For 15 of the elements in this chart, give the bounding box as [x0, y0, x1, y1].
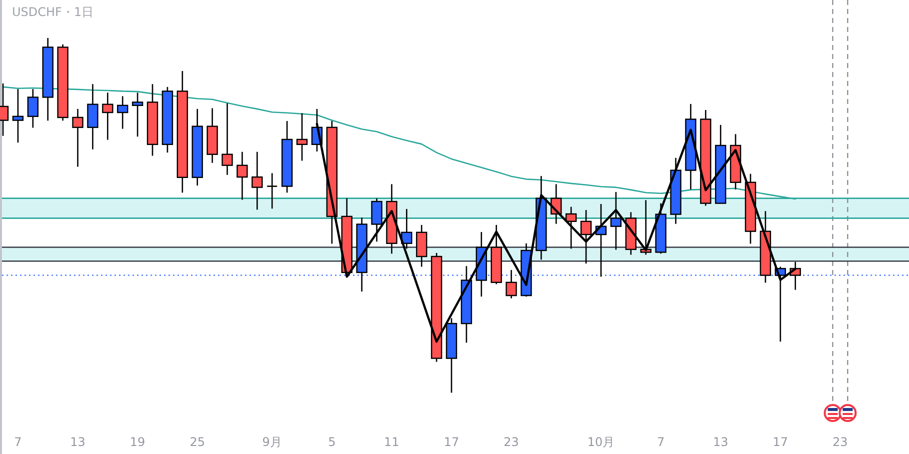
x-tick-label: 19 [130, 435, 146, 449]
x-tick-label: 13 [70, 435, 86, 449]
x-tick-label: 7 [656, 435, 665, 449]
x-tick-label: 25 [190, 435, 205, 449]
x-tick-label: 13 [712, 435, 728, 449]
x-tick-label: 5 [328, 435, 336, 449]
x-tick-label: 17 [772, 435, 788, 449]
title: USDCHF・1日 [12, 5, 94, 19]
x-tick-label: 7 [14, 435, 22, 449]
x-tick-label: 23 [832, 435, 848, 449]
x-tick-label: 17 [444, 435, 460, 449]
x-tick-label: 23 [504, 435, 519, 449]
x-tick-label: 10月 [587, 435, 615, 449]
x-tick-label: 11 [384, 435, 400, 449]
x-tick-label: 9月 [262, 435, 282, 449]
